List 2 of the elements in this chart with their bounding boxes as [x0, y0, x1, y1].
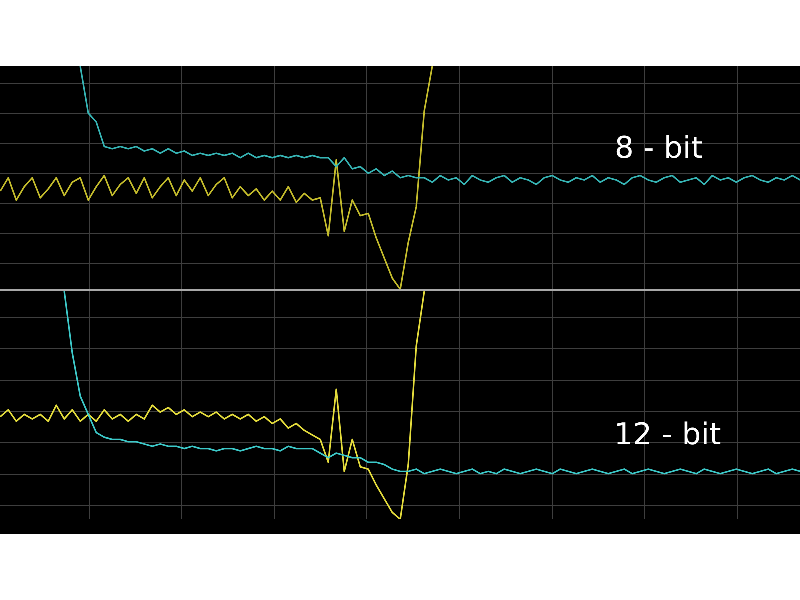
text: 8 - bit [614, 131, 704, 166]
text: 12 - bit [614, 418, 722, 453]
